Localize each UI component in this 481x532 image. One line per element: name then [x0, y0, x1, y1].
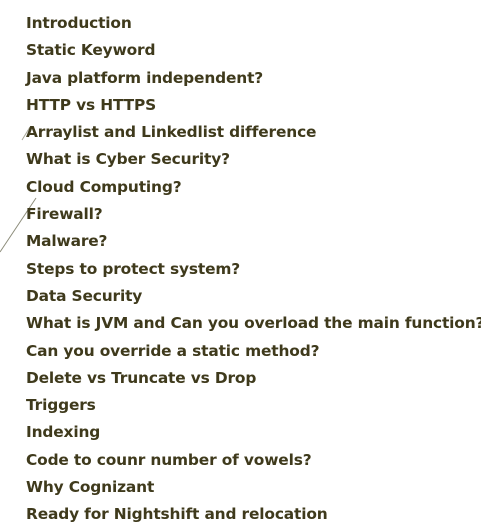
topic-java-platform-independent: Java platform independent?: [26, 68, 264, 87]
topic-http-vs-https: HTTP vs HTTPS: [26, 95, 157, 114]
topic-arraylist-linkedlist: Arraylist and Linkedlist difference: [26, 123, 317, 142]
decorative-line-short: [21, 126, 31, 141]
topic-introduction: Introduction: [26, 14, 132, 32]
topic-indexing: Indexing: [26, 423, 101, 442]
topic-cyber-security: What is Cyber Security?: [26, 150, 230, 169]
decorative-line-long: [0, 197, 37, 253]
topic-count-vowels: Code to counr number of vowels?: [26, 450, 312, 469]
topic-data-security: Data Security: [26, 286, 143, 305]
topic-firewall: Firewall?: [26, 205, 103, 224]
topic-delete-truncate-drop: Delete vs Truncate vs Drop: [26, 368, 257, 387]
topic-nightshift-relocation: Ready for Nightshift and relocation: [26, 505, 328, 524]
topic-why-cognizant: Why Cognizant: [26, 478, 155, 497]
topic-jvm-overload-main: What is JVM and Can you overload the mai…: [26, 314, 481, 333]
topic-override-static-method: Can you override a static method?: [26, 341, 320, 360]
topic-malware: Malware?: [26, 232, 108, 251]
topic-triggers: Triggers: [26, 396, 96, 415]
topic-steps-protect-system: Steps to protect system?: [26, 259, 241, 278]
topic-cloud-computing: Cloud Computing?: [26, 177, 182, 196]
topic-list: Introduction Static Keyword Java platfor…: [26, 10, 481, 529]
topic-static-keyword: Static Keyword: [26, 41, 156, 60]
